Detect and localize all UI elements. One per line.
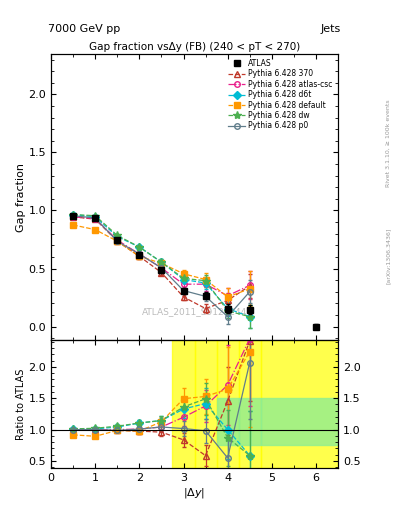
Bar [173, 340, 195, 468]
Y-axis label: Ratio to ATLAS: Ratio to ATLAS [16, 369, 26, 440]
X-axis label: |$\Delta y$|: |$\Delta y$| [184, 486, 206, 500]
Bar [217, 398, 239, 445]
Text: 7000 GeV pp: 7000 GeV pp [48, 24, 121, 34]
Bar [217, 340, 239, 468]
Text: Rivet 3.1.10, ≥ 100k events: Rivet 3.1.10, ≥ 100k events [386, 99, 391, 187]
Text: [arXiv:1306.3436]: [arXiv:1306.3436] [386, 228, 391, 284]
Bar [239, 340, 261, 468]
Bar [195, 340, 217, 468]
Bar [239, 398, 261, 445]
Bar [261, 340, 338, 468]
Y-axis label: Gap fraction: Gap fraction [16, 163, 26, 231]
Title: Gap fraction vsΔy (FB) (240 < pT < 270): Gap fraction vsΔy (FB) (240 < pT < 270) [89, 41, 300, 52]
Text: ATLAS_2011_S9126244: ATLAS_2011_S9126244 [142, 307, 247, 316]
Legend: ATLAS, Pythia 6.428 370, Pythia 6.428 atlas-csc, Pythia 6.428 d6t, Pythia 6.428 : ATLAS, Pythia 6.428 370, Pythia 6.428 at… [227, 57, 334, 132]
Bar [261, 398, 338, 445]
Text: Jets: Jets [321, 24, 341, 34]
